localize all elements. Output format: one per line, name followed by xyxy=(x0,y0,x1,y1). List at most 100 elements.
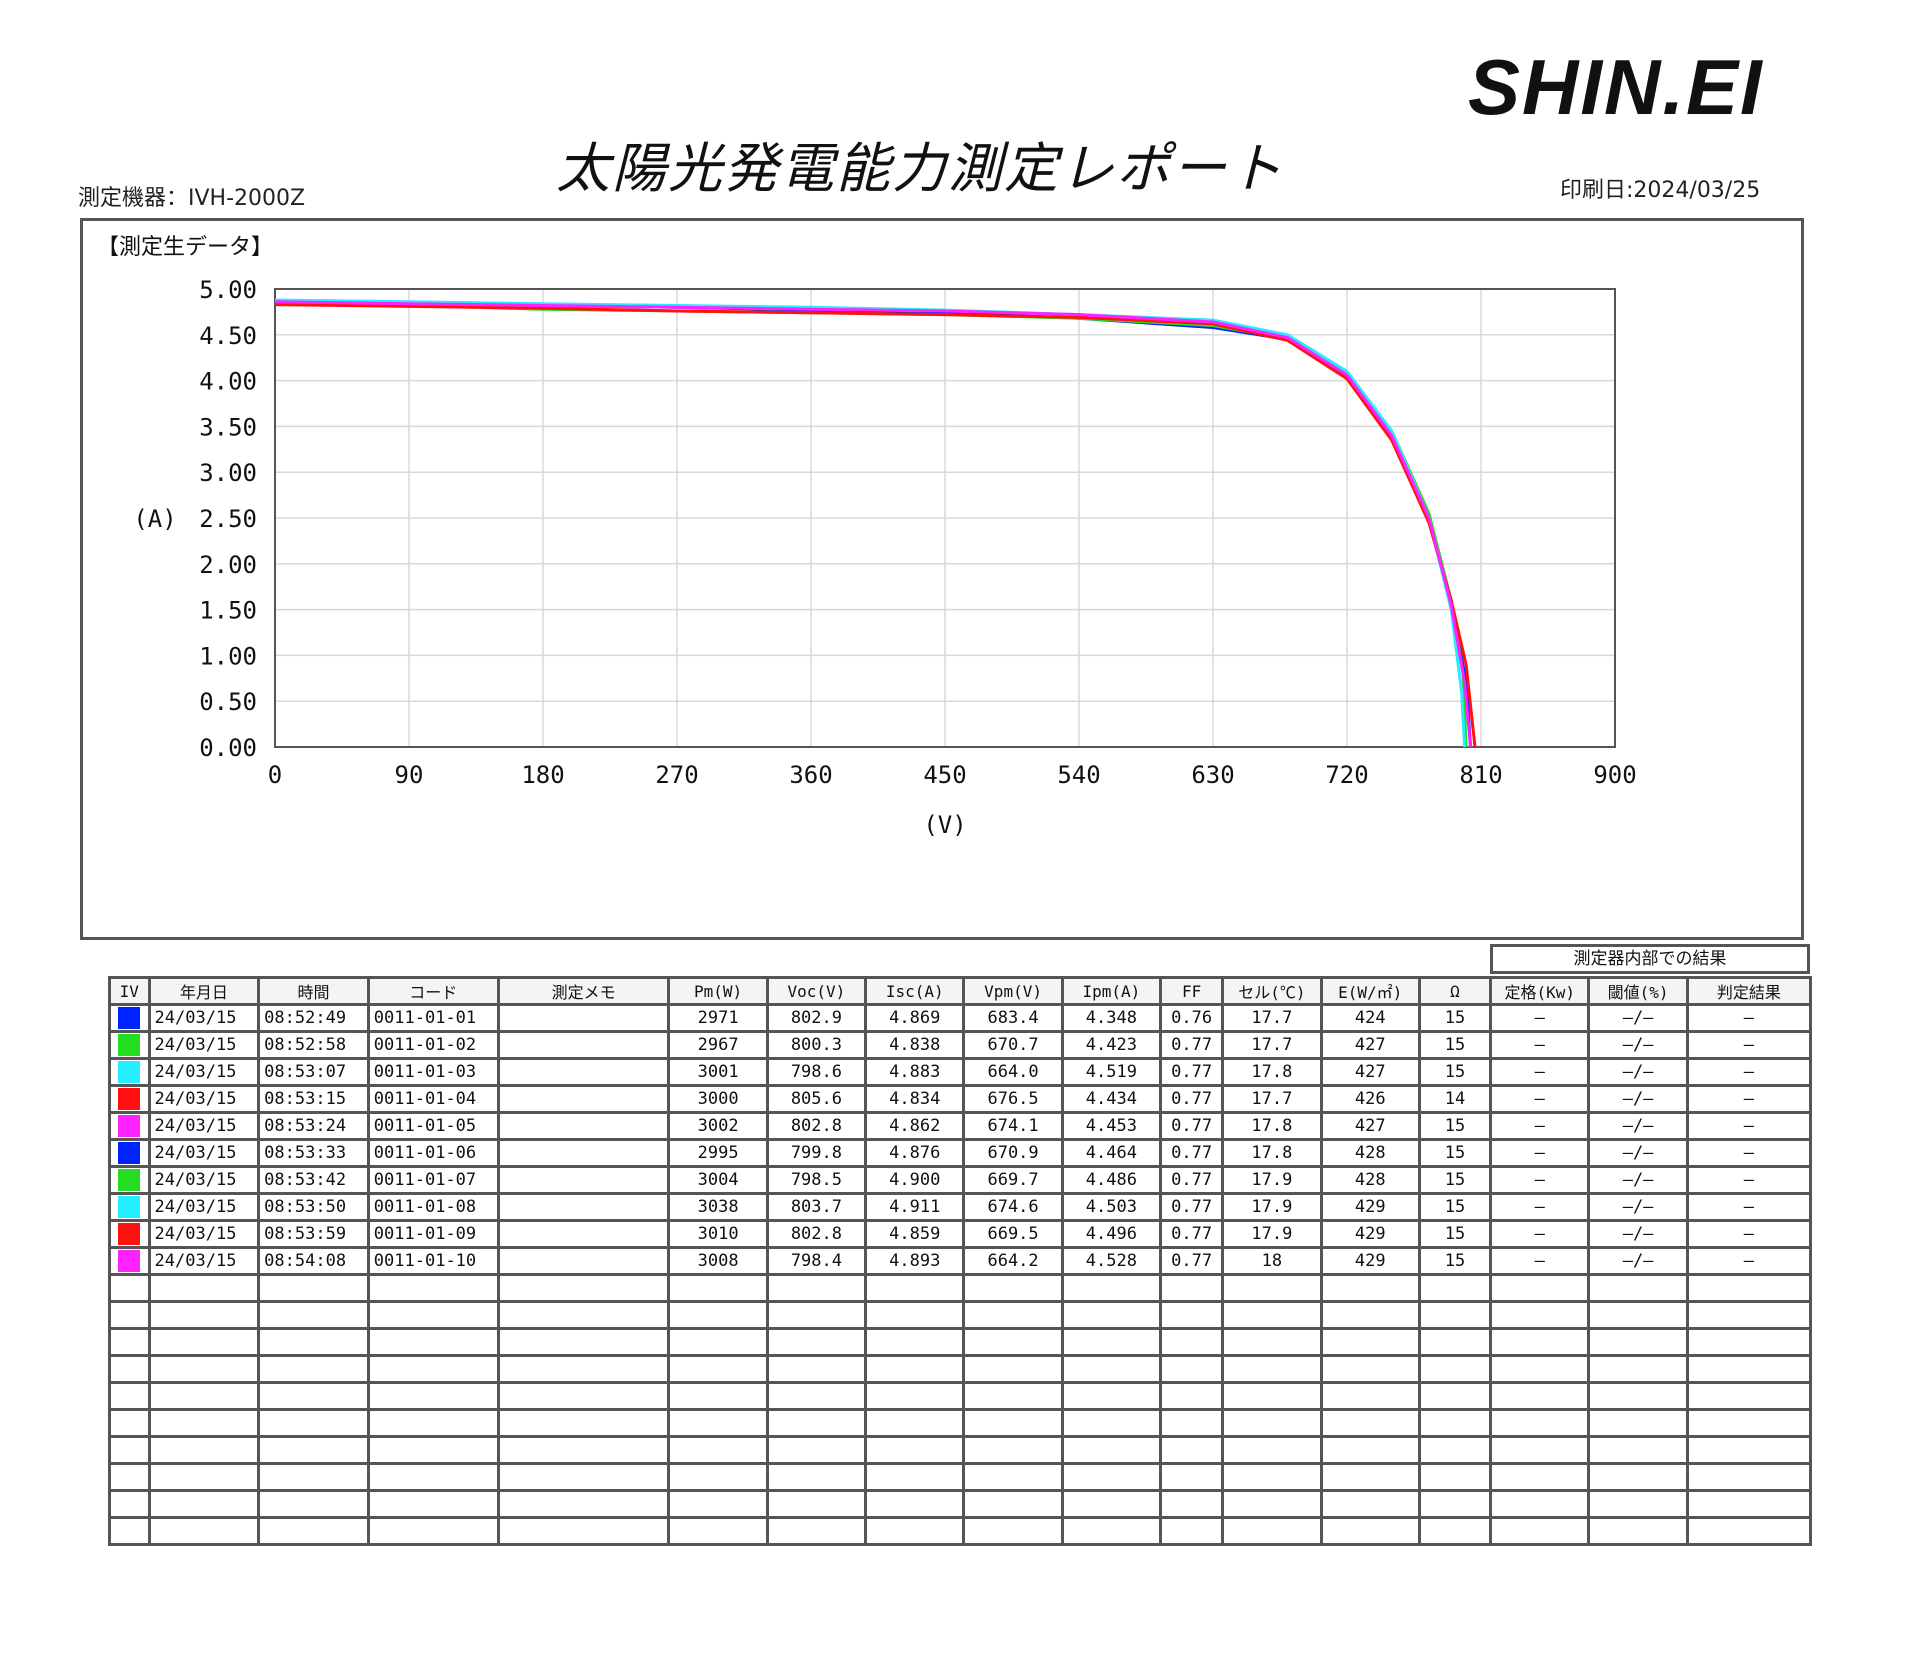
empty-cell xyxy=(1159,1462,1225,1492)
empty-cell xyxy=(864,1462,966,1492)
empty-cell xyxy=(765,1273,868,1303)
cell-cell: 17.7 xyxy=(1221,1084,1323,1114)
column-header: コード xyxy=(366,976,500,1006)
cell-isc: 4.900 xyxy=(864,1165,966,1195)
empty-cell xyxy=(864,1354,966,1384)
cell-result: — xyxy=(1685,1219,1813,1249)
cell-ff: 0.77 xyxy=(1159,1030,1225,1060)
cell-date: 24/03/15 xyxy=(147,1219,261,1249)
empty-cell xyxy=(366,1354,500,1384)
series-color-swatch xyxy=(118,1115,141,1137)
empty-cell xyxy=(1319,1462,1421,1492)
empty-cell xyxy=(1221,1354,1323,1384)
empty-cell xyxy=(257,1273,370,1303)
cell-time: 08:53:07 xyxy=(257,1057,370,1087)
empty-cell xyxy=(147,1489,261,1519)
column-header: セル(℃) xyxy=(1221,976,1323,1006)
cell-threshold: —/— xyxy=(1587,1165,1689,1195)
empty-cell xyxy=(962,1300,1064,1330)
empty-cell xyxy=(667,1354,769,1384)
cell-ohm: 15 xyxy=(1417,1246,1493,1276)
cell-cell: 18 xyxy=(1221,1246,1323,1276)
y-tick-label: 3.50 xyxy=(199,413,257,441)
cell-isc: 4.859 xyxy=(864,1219,966,1249)
empty-cell xyxy=(108,1381,151,1411)
empty-cell xyxy=(1685,1381,1813,1411)
cell-date: 24/03/15 xyxy=(147,1057,261,1087)
empty-cell xyxy=(864,1300,966,1330)
series-line-1 xyxy=(274,299,1473,748)
cell-threshold: —/— xyxy=(1587,1246,1689,1276)
cell-threshold: —/— xyxy=(1587,1192,1689,1222)
cell-voc: 802.8 xyxy=(765,1219,868,1249)
cell-result: — xyxy=(1685,1084,1813,1114)
cell-rated: — xyxy=(1489,1003,1591,1033)
empty-cell xyxy=(1587,1435,1689,1465)
x-tick-label: 0 xyxy=(268,761,282,789)
empty-table-row xyxy=(108,1273,1813,1303)
x-tick-label: 540 xyxy=(1057,761,1100,789)
empty-cell xyxy=(962,1327,1064,1357)
empty-cell xyxy=(1221,1462,1323,1492)
empty-cell xyxy=(108,1462,151,1492)
cell-pm: 2995 xyxy=(667,1138,769,1168)
empty-cell xyxy=(147,1300,261,1330)
empty-cell xyxy=(1489,1354,1591,1384)
cell-voc: 802.8 xyxy=(765,1111,868,1141)
empty-cell xyxy=(147,1516,261,1546)
column-header: FF xyxy=(1159,976,1225,1006)
column-header: 定格(Kw) xyxy=(1489,976,1591,1006)
cell-time: 08:52:58 xyxy=(257,1030,370,1060)
cell-ff: 0.76 xyxy=(1159,1003,1225,1033)
empty-cell xyxy=(1489,1489,1591,1519)
cell-memo xyxy=(496,1030,671,1060)
empty-cell xyxy=(108,1300,151,1330)
cell-threshold: —/— xyxy=(1587,1057,1689,1087)
empty-table-row xyxy=(108,1408,1813,1438)
series-line-5 xyxy=(274,300,1473,748)
empty-cell xyxy=(962,1516,1064,1546)
cell-e: 426 xyxy=(1319,1084,1421,1114)
empty-cell xyxy=(1685,1327,1813,1357)
empty-cell xyxy=(667,1489,769,1519)
cell-ohm: 14 xyxy=(1417,1084,1493,1114)
cell-isc: 4.876 xyxy=(864,1138,966,1168)
cell-date: 24/03/15 xyxy=(147,1003,261,1033)
table-header-row: IV 年月日 時間 コード 測定メモ Pm(W) Voc(V) Isc(A) Vpm(V) Ipm… xyxy=(108,976,1813,1006)
empty-cell xyxy=(257,1489,370,1519)
column-header: IV xyxy=(108,976,151,1006)
empty-cell xyxy=(1221,1273,1323,1303)
empty-cell xyxy=(1489,1462,1591,1492)
empty-cell xyxy=(1417,1462,1493,1492)
cell-result: — xyxy=(1685,1057,1813,1087)
empty-cell xyxy=(1489,1273,1591,1303)
cell-vpm: 664.0 xyxy=(962,1057,1064,1087)
empty-cell xyxy=(1587,1489,1689,1519)
empty-cell xyxy=(147,1381,261,1411)
empty-cell xyxy=(765,1327,868,1357)
empty-cell xyxy=(147,1462,261,1492)
empty-cell xyxy=(1159,1354,1225,1384)
cell-memo xyxy=(496,1111,671,1141)
empty-cell xyxy=(1417,1273,1493,1303)
cell-e: 427 xyxy=(1319,1030,1421,1060)
empty-cell xyxy=(108,1516,151,1546)
empty-cell xyxy=(1319,1381,1421,1411)
column-header: 年月日 xyxy=(147,976,261,1006)
series-color-swatch xyxy=(118,1007,141,1029)
cell-ohm: 15 xyxy=(1417,1219,1493,1249)
cell-pm: 3010 xyxy=(667,1219,769,1249)
color-swatch-cell xyxy=(108,1246,151,1276)
cell-ohm: 15 xyxy=(1417,1057,1493,1087)
empty-cell xyxy=(864,1327,966,1357)
cell-vpm: 669.7 xyxy=(962,1165,1064,1195)
empty-cell xyxy=(257,1435,370,1465)
cell-vpm: 669.5 xyxy=(962,1219,1064,1249)
cell-e: 428 xyxy=(1319,1138,1421,1168)
cell-rated: — xyxy=(1489,1246,1591,1276)
empty-cell xyxy=(108,1435,151,1465)
empty-cell xyxy=(864,1381,966,1411)
empty-cell xyxy=(1060,1354,1163,1384)
empty-cell xyxy=(1685,1273,1813,1303)
cell-threshold: —/— xyxy=(1587,1111,1689,1141)
